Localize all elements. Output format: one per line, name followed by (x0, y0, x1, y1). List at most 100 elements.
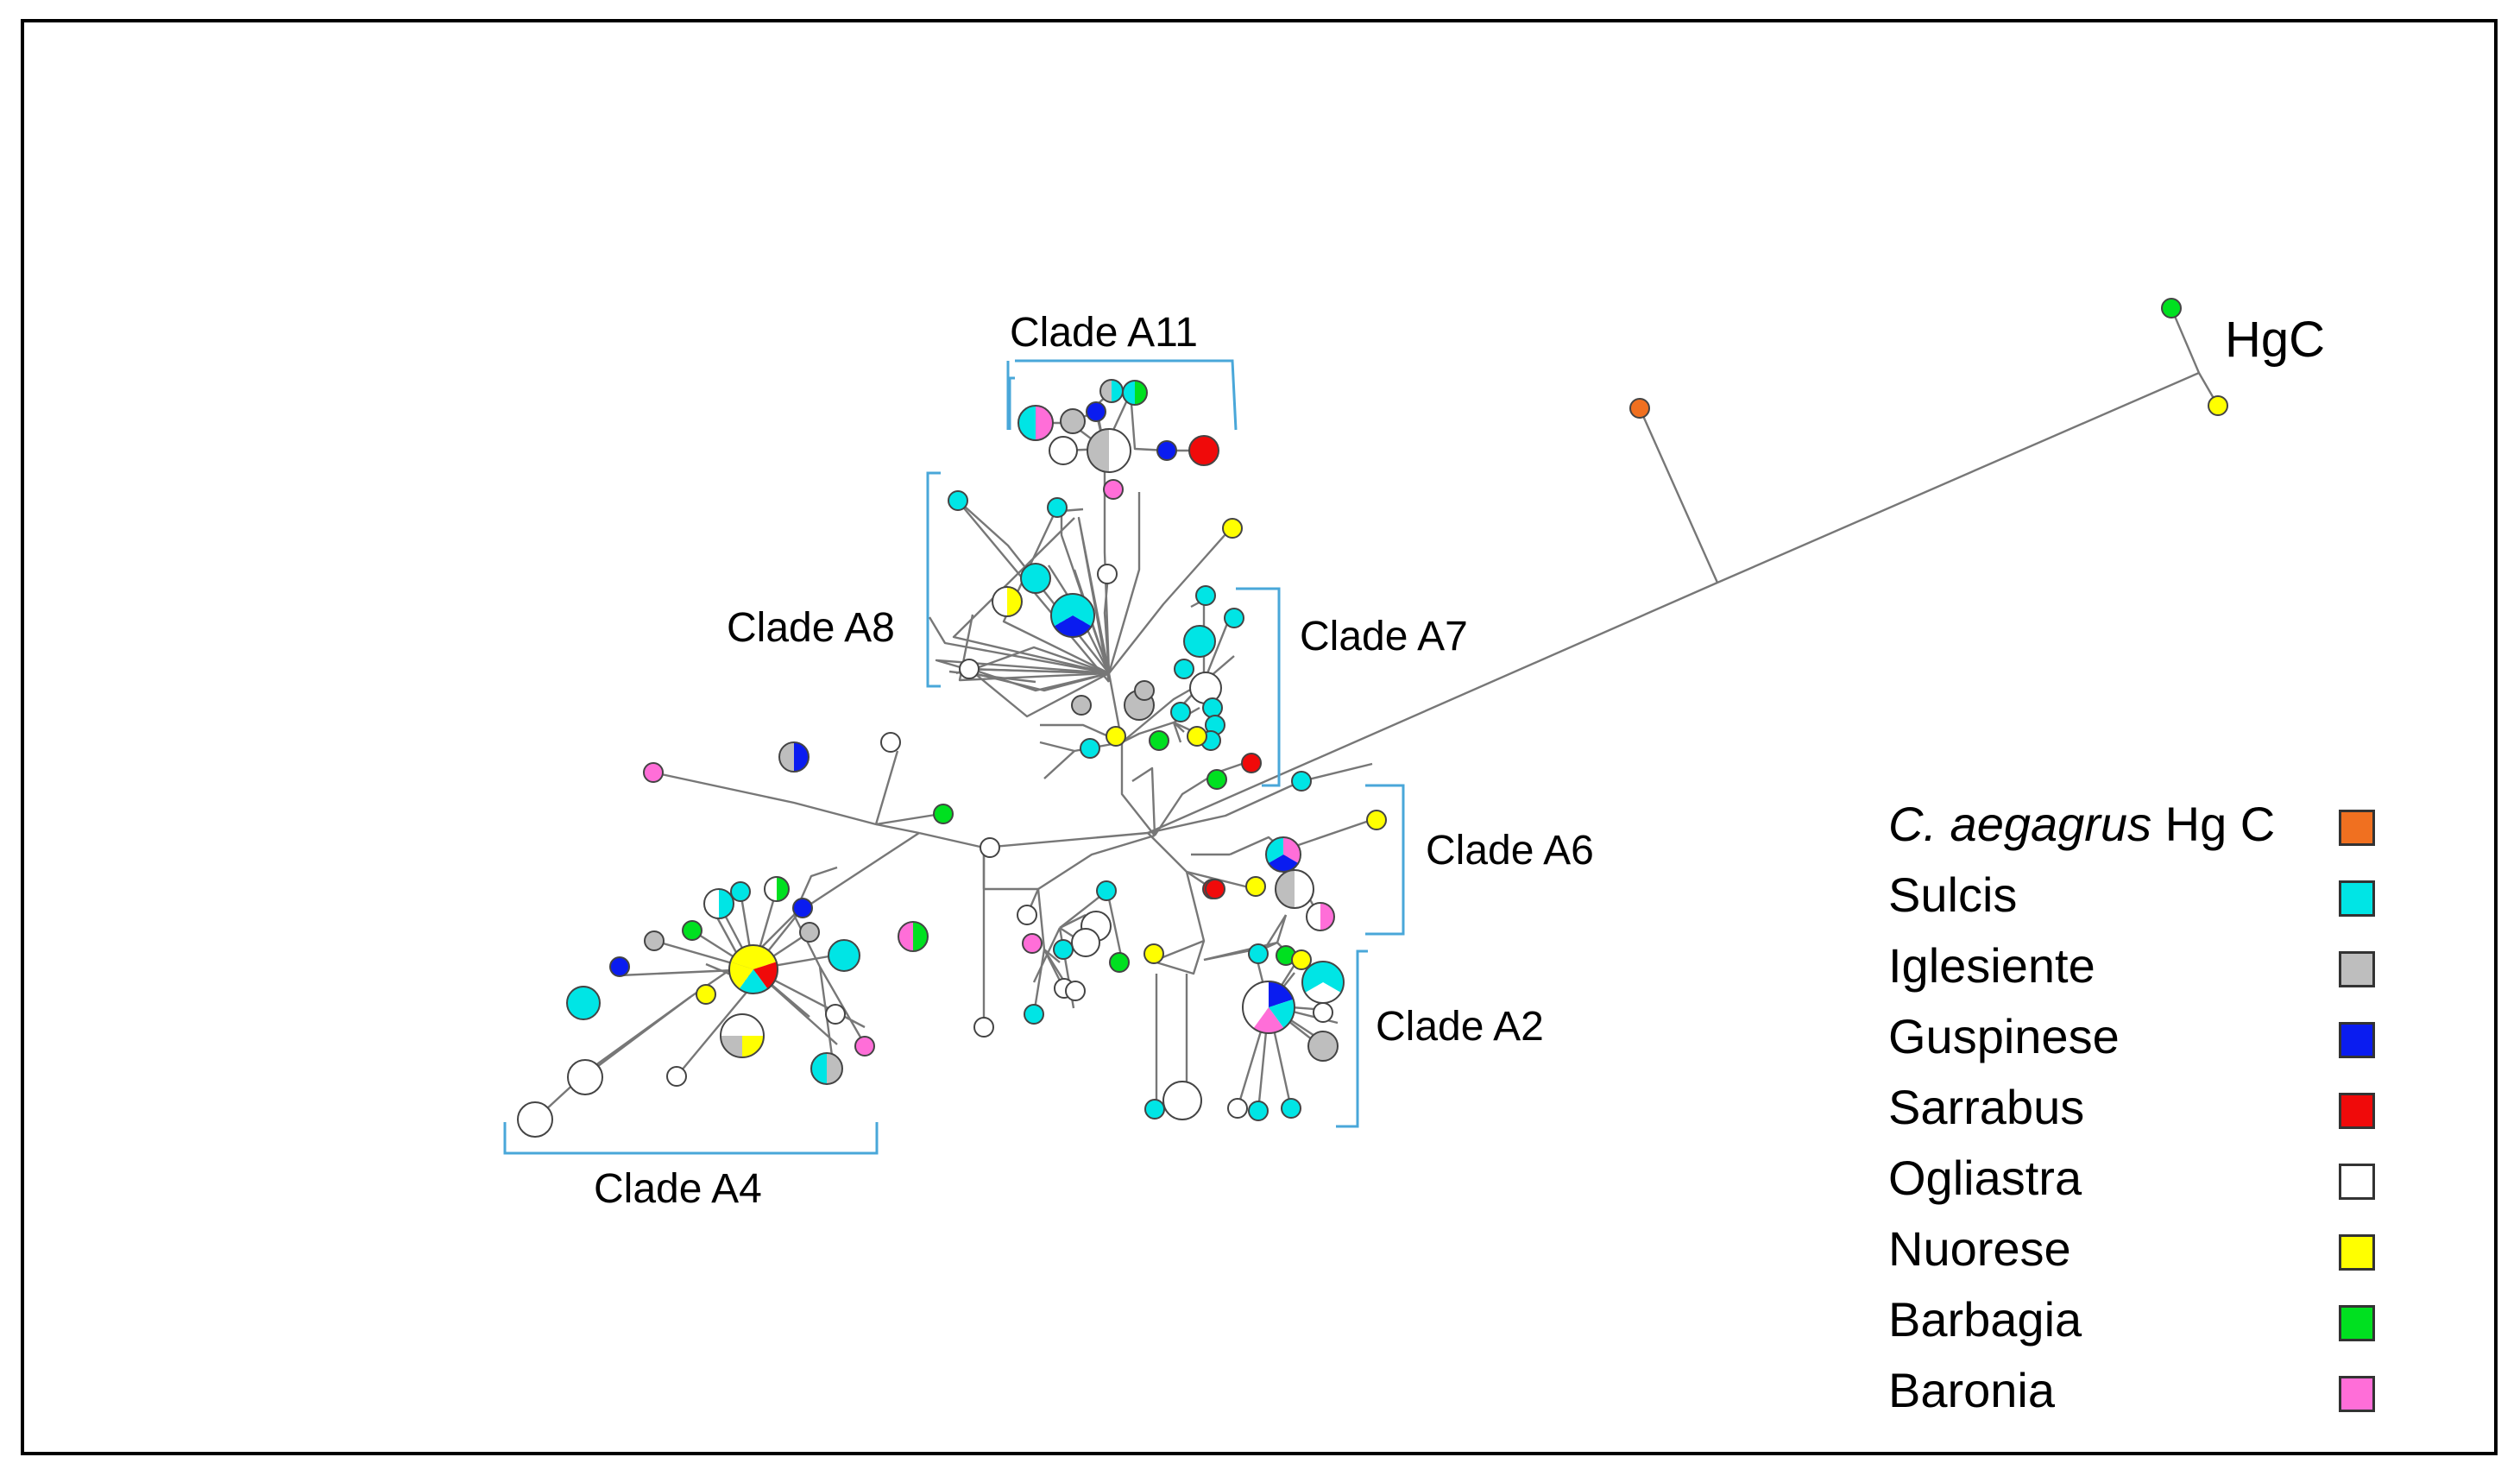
haplotype-fill (1049, 436, 1078, 465)
legend-swatch (2339, 1022, 2375, 1058)
haplotype-node (1020, 563, 1051, 594)
haplotype-fill (666, 1066, 687, 1087)
clade-a4-label: Clade A4 (594, 1166, 762, 1212)
haplotype-fill (1053, 939, 1074, 960)
haplotype-node (1060, 408, 1086, 434)
haplotype-wedge (730, 945, 753, 969)
haplotype-fill (1188, 435, 1219, 466)
haplotype-wedge (1244, 981, 1269, 1007)
legend-item-iglesiente: Iglesiente (1888, 936, 2397, 1006)
haplotype-node (1086, 401, 1106, 422)
haplotype-node (1242, 981, 1295, 1034)
network-edge (1186, 870, 1257, 891)
network-edge (1131, 766, 1156, 836)
haplotype-fill (1022, 933, 1043, 954)
legend-label: Sulcis (1888, 867, 2018, 922)
hgc-fork (2170, 307, 2220, 407)
haplotype-fill (682, 920, 702, 941)
haplotype-node (1202, 697, 1223, 718)
clade-brackets (503, 359, 1405, 1155)
haplotype-node (825, 1004, 846, 1025)
network-edge (1059, 913, 1087, 930)
haplotype-wedge (1007, 587, 1022, 616)
haplotype-fill (1017, 905, 1037, 925)
network-edge (1147, 832, 1206, 962)
haplotype-outline (1050, 593, 1095, 638)
haplotype-fill (1248, 943, 1269, 964)
haplotype-node (1301, 961, 1345, 1004)
legend-swatch (2339, 1376, 2375, 1412)
haplotype-node (1195, 585, 1216, 606)
haplotype-node (1306, 902, 1335, 931)
haplotype-outline (1017, 405, 1054, 441)
network-edge (1202, 616, 1232, 683)
haplotype-node (1162, 1081, 1202, 1120)
haplotype-wedge (753, 945, 777, 969)
haplotype-node (643, 762, 664, 783)
haplotype-outline (764, 876, 790, 902)
legend-label: Ogliastra (1888, 1151, 2082, 1205)
haplotype-node (792, 898, 813, 918)
haplotype-node (1313, 1002, 1333, 1023)
haplotype-fill (1060, 408, 1086, 434)
network-edge (1173, 722, 1185, 733)
haplotype-fill (1109, 952, 1130, 973)
haplotype-fill (1291, 771, 1312, 792)
haplotype-fill (1241, 753, 1262, 773)
haplotype-fill (959, 659, 980, 679)
haplotype-node (720, 1013, 765, 1058)
clade-a6-label: Clade A6 (1426, 828, 1594, 874)
haplotype-fill (1086, 401, 1106, 422)
legend-swatch (2339, 810, 2375, 846)
legend-item-barbagia: Barbagia (1888, 1290, 2397, 1360)
haplotype-fill (973, 1017, 994, 1038)
haplotype-outline (1275, 869, 1314, 909)
network-edge (1043, 750, 1075, 779)
haplotype-node (1053, 939, 1074, 960)
network-nodes (517, 298, 2228, 1138)
haplotype-wedge (827, 1053, 842, 1084)
haplotype-fill (1248, 1101, 1269, 1121)
haplotype-node (1022, 933, 1043, 954)
haplotype-node (1144, 1099, 1165, 1120)
haplotype-wedge (898, 922, 913, 951)
haplotype-wedge (765, 877, 777, 901)
haplotype-fill (696, 984, 716, 1005)
haplotype-node (1248, 1101, 1269, 1121)
haplotype-node (1065, 981, 1086, 1001)
haplotype-wedge (1112, 380, 1123, 402)
haplotype-fill (1097, 564, 1118, 584)
haplotype-fill (1205, 879, 1225, 899)
haplotype-node (1096, 880, 1117, 901)
haplotype-node (730, 881, 751, 902)
branch-to-aegagrus (1638, 407, 1719, 583)
haplotype-node (1245, 876, 1266, 897)
network-edge (918, 831, 985, 849)
haplotype-fill (517, 1101, 553, 1138)
haplotype-wedge (1295, 870, 1314, 908)
haplotype-node (1170, 702, 1191, 722)
haplotype-node (880, 732, 901, 753)
bracket-a6 (1365, 784, 1405, 936)
haplotype-wedge (1036, 406, 1053, 440)
network-edge (1203, 948, 1257, 962)
haplotype-fill (1156, 440, 1177, 461)
haplotype-fill (792, 898, 813, 918)
haplotype-node (933, 804, 954, 824)
haplotype-fill (1187, 726, 1207, 747)
network-edge (1172, 722, 1182, 743)
haplotype-wedge (719, 889, 734, 918)
haplotype-node (703, 888, 734, 919)
haplotype-fill (1106, 726, 1126, 747)
haplotype-node (1222, 518, 1243, 539)
network-edge (875, 812, 942, 826)
haplotype-node (1248, 943, 1269, 964)
haplotype-fill (1307, 1031, 1339, 1062)
branch-to-hgc (1147, 371, 2200, 835)
haplotype-wedge (1269, 981, 1294, 1007)
haplotype-node (1047, 497, 1068, 518)
haplotype-node (778, 741, 810, 773)
haplotype-fill (609, 956, 630, 977)
network-edge (983, 779, 1302, 849)
haplotype-fill (2208, 395, 2228, 416)
